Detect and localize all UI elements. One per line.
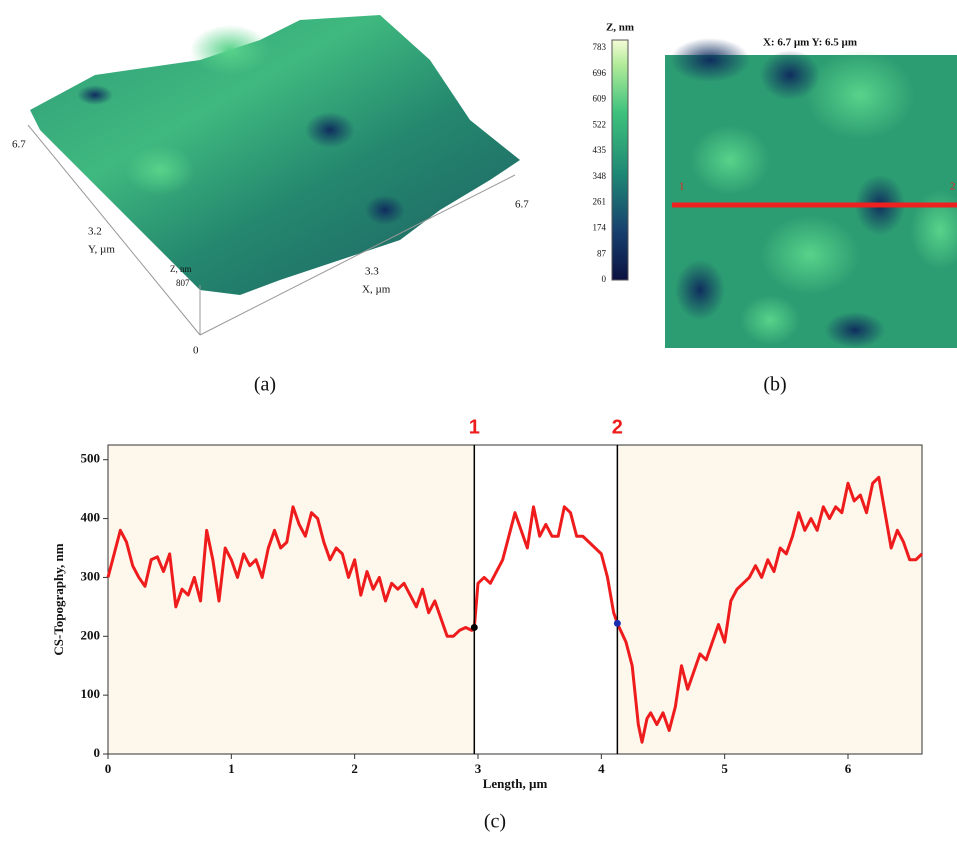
surface-3d (30, 15, 520, 295)
panel-label: (c) (484, 811, 506, 833)
x-tick-label: 0 (105, 761, 112, 776)
cursor-point (470, 623, 478, 631)
plot-frame (107, 444, 923, 755)
topography-image (665, 38, 957, 348)
colorbar-tick-label: 609 (593, 94, 607, 104)
y-axis-title: CS-Topography, nm (51, 543, 66, 655)
colorbar-tick-label: 783 (593, 42, 607, 52)
colorbar-tick-label: 261 (593, 197, 607, 207)
colorbar-tick-label: 87 (597, 248, 607, 258)
profile-chart: 0 100 200 300 400 500 0 1 2 3 4 5 6 Length, µm CS-Topo… (51, 416, 924, 833)
y-tick-label: 300 (81, 568, 101, 583)
origin: 0 (193, 345, 199, 357)
cursor-label: 1 (469, 416, 480, 438)
profile-start: 1 (679, 181, 685, 193)
colorbar-tick-label: 435 (593, 145, 607, 155)
colorbar-ticks: 783 696 609 522 435 348 261 174 87 0 (593, 42, 607, 284)
x-max: 6.7 (515, 199, 529, 211)
z-title: Z, nm (170, 264, 192, 274)
cursor-label: 2 (612, 416, 623, 438)
profile-end: 2 (950, 181, 956, 193)
x-tick-label: 1 (228, 761, 235, 776)
x-tick-label: 5 (721, 761, 728, 776)
y-tick-label: 500 (81, 451, 101, 466)
cursor-point (613, 619, 621, 627)
colorbar-tick-label: 174 (593, 223, 607, 233)
x-tick-label: 3 (475, 761, 482, 776)
x-axis-title: Length, µm (483, 776, 548, 791)
colorbar-tick-label: 348 (593, 171, 607, 181)
colorbar-title: Z, nm (606, 22, 634, 34)
y-tick-label: 400 (81, 510, 101, 525)
y-max: 6.7 (12, 139, 26, 151)
y-mid: 3.2 (88, 226, 102, 238)
x-mid: 3.3 (365, 266, 379, 278)
x-title: X, µm (362, 284, 391, 296)
panel-label: (b) (763, 374, 786, 396)
x-tick-label: 2 (351, 761, 358, 776)
x-tick-label: 4 (598, 761, 605, 776)
image-header: X: 6.7 µm Y: 6.5 µm (763, 37, 857, 49)
z-max: 807 (176, 278, 190, 288)
colorbar-tick-label: 522 (593, 119, 607, 129)
y-tick-label: 200 (81, 627, 101, 642)
profile-line (106, 475, 924, 744)
colorbar-tick-label: 0 (602, 274, 607, 284)
y-title: Y, µm (88, 244, 115, 256)
axes-3d (27, 124, 516, 336)
colorbar-tick-label: 696 (593, 68, 607, 78)
colorbar (611, 39, 629, 281)
shaded-region (617, 445, 922, 754)
panel-label: (a) (254, 374, 276, 396)
x-tick-label: 6 (845, 761, 852, 776)
y-tick-label: 0 (94, 745, 101, 760)
y-tick-label: 100 (81, 686, 101, 701)
